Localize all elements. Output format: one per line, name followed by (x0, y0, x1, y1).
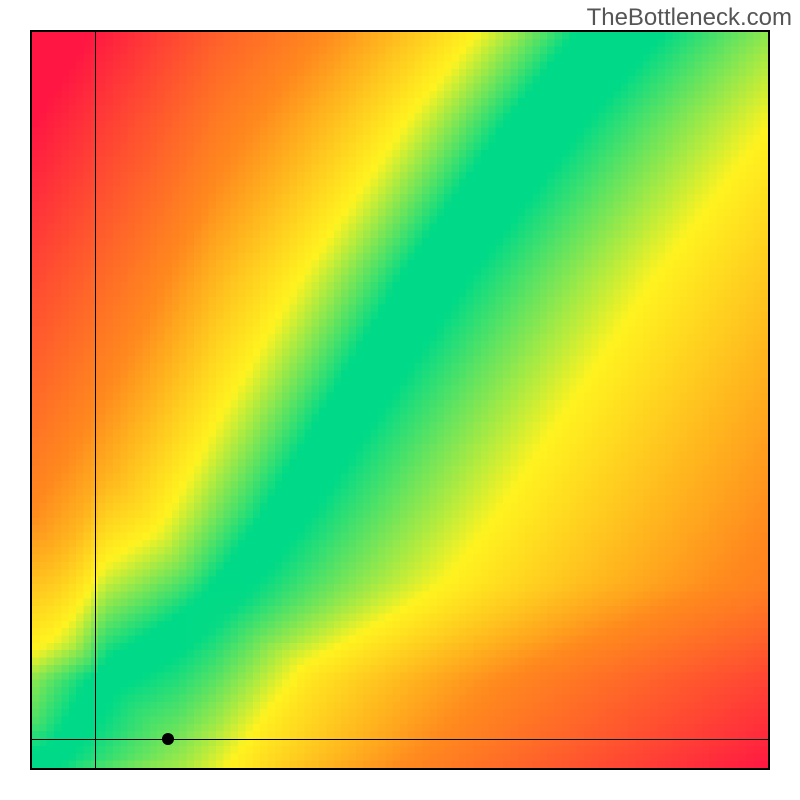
watermark-label: TheBottleneck.com (587, 4, 792, 32)
heatmap-canvas (32, 32, 768, 768)
plot-area (30, 30, 770, 770)
x-axis-line (32, 739, 768, 740)
y-axis-line (95, 32, 96, 768)
crosshair-marker (162, 733, 174, 745)
container: TheBottleneck.com (0, 0, 800, 800)
